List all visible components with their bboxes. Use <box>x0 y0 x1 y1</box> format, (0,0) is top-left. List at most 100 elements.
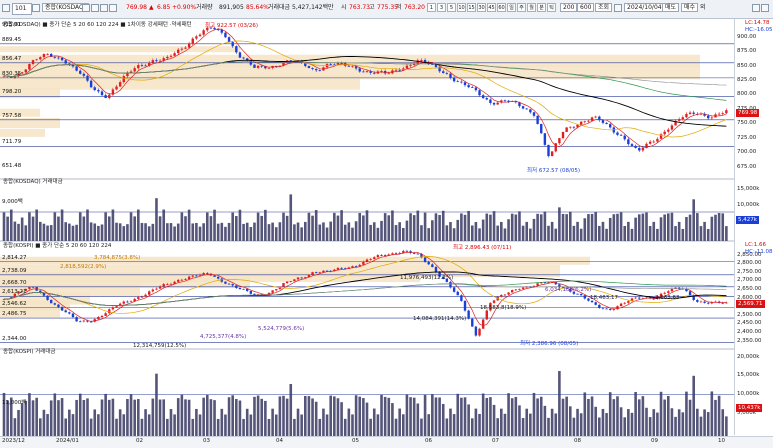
kospi-volume-bar <box>53 393 57 436</box>
period-button-11[interactable]: 분 <box>537 3 546 12</box>
kospi-candle <box>481 319 485 329</box>
period-button-7[interactable]: 60 <box>497 3 506 12</box>
kospi-volume-bar <box>496 418 499 436</box>
period-button-6[interactable]: 45 <box>487 3 496 12</box>
date-input[interactable]: 2024/10/04 <box>624 3 665 13</box>
net-label: 외 <box>700 4 706 11</box>
settings-icon[interactable] <box>752 3 770 13</box>
kosdaq-candle <box>590 117 594 121</box>
kosdaq-candle <box>554 143 557 152</box>
kospi-candle <box>224 281 227 284</box>
kosdaq-volume-bar <box>616 213 619 241</box>
period-buttons[interactable]: 1 3 5 10 15 30 45 60 일 주 월 분 틱 <box>427 3 557 13</box>
kosdaq-candle <box>423 60 427 63</box>
period-button-5[interactable]: 30 <box>477 3 486 12</box>
kospi-candle <box>144 294 147 297</box>
toolbar-buttons[interactable] <box>82 3 118 13</box>
kosdaq-candle <box>227 37 231 43</box>
kospi-candle <box>158 286 162 289</box>
query-button[interactable]: 조회 <box>595 3 613 13</box>
kospi-volume-bar <box>463 397 467 436</box>
kospi-volume-bar <box>663 399 666 436</box>
period-button-8[interactable]: 일 <box>507 3 516 12</box>
kosdaq-candle <box>213 27 216 30</box>
kosdaq-volume-bar <box>75 224 78 241</box>
kosdaq-candle <box>460 81 463 83</box>
kosdaq-candle <box>115 86 118 90</box>
kosdaq-volume-bar <box>187 209 191 241</box>
kosdaq-volume-bar <box>383 213 387 241</box>
kospi-candle <box>202 273 205 275</box>
kosdaq-candle <box>351 66 354 68</box>
period-button-10[interactable]: 월 <box>527 3 536 12</box>
kosdaq-candle <box>354 66 358 69</box>
kospi-volume-bar <box>2 392 6 436</box>
kosdaq-candle <box>703 113 706 116</box>
kospi-candle <box>489 302 492 311</box>
kospi-volume-bar <box>550 408 554 436</box>
period-button-12[interactable]: 틱 <box>547 3 556 12</box>
kosdaq-candle <box>529 109 532 113</box>
kosdaq-volume-bar <box>42 223 46 241</box>
kospi-volume-bar <box>42 409 46 436</box>
kosdaq-volume-bar <box>235 216 238 241</box>
kospi-volume-bar <box>601 408 605 436</box>
kospi-candle <box>554 282 557 285</box>
kosdaq-candle <box>97 90 100 92</box>
kospi-volume-bar <box>492 404 496 436</box>
kospi-candle <box>652 298 655 300</box>
period-button-4[interactable]: 15 <box>467 3 476 12</box>
kospi-volume-bar <box>598 417 601 436</box>
kosdaq-candle <box>82 73 86 76</box>
kosdaq-candle <box>663 131 666 135</box>
kosdaq-candle <box>358 68 361 72</box>
calendar-icon[interactable] <box>614 3 623 13</box>
kospi-candle <box>206 273 209 274</box>
kospi-candle <box>151 289 155 292</box>
kosdaq-volume-bar <box>253 222 256 241</box>
kosdaq-volume-bar <box>706 228 710 241</box>
search-icon[interactable] <box>2 3 11 13</box>
kosdaq-candle <box>572 126 576 128</box>
kosdaq-candle <box>133 68 136 72</box>
kospi-candle <box>703 301 706 303</box>
kosdaq-candle <box>412 63 416 66</box>
kosdaq-candle <box>362 71 365 73</box>
kospi-volume-bar <box>579 413 583 436</box>
kospi-volume-bar <box>343 418 347 436</box>
kosdaq-candle <box>692 112 695 114</box>
sell-button[interactable]: 매도 <box>662 3 680 13</box>
buy-button[interactable]: 매수 <box>681 3 699 13</box>
dropdown-icon[interactable] <box>32 3 41 13</box>
stock-code-input[interactable]: 101 <box>12 3 32 15</box>
kospi-volume-bar <box>452 414 456 436</box>
period-button-9[interactable]: 주 <box>517 3 526 12</box>
kosdaq-candle <box>452 77 456 82</box>
kosdaq-volume-bar <box>362 215 365 241</box>
kosdaq-volume-bar <box>354 221 358 241</box>
chart-area[interactable] <box>0 19 734 436</box>
kosdaq-candle <box>198 34 202 37</box>
period-button-3[interactable]: 10 <box>457 3 466 12</box>
kospi-candle <box>24 288 27 291</box>
period-button-2[interactable]: 5 <box>447 3 456 12</box>
kosdaq-volume-bar <box>129 212 133 241</box>
kosdaq-volume-bar <box>260 215 264 241</box>
kospi-volume-bar <box>151 398 155 436</box>
kosdaq-volume-bar <box>470 225 474 241</box>
period-button-0[interactable]: 1 <box>427 3 436 12</box>
kosdaq-volume-bar <box>209 216 213 241</box>
kosdaq-candle <box>209 27 213 29</box>
kosdaq-ma20-line <box>3 40 727 138</box>
kosdaq-volume-bar <box>249 227 253 241</box>
kosdaq-candle <box>674 120 677 126</box>
kosdaq-candle <box>420 60 423 61</box>
kosdaq-candle <box>645 143 648 149</box>
kosdaq-volume-bar <box>572 225 576 241</box>
kosdaq-volume-bar <box>184 216 187 241</box>
period-button-1[interactable]: 3 <box>437 3 446 12</box>
kospi-candle <box>460 295 463 301</box>
count-input[interactable]: 200 <box>560 3 578 13</box>
kospi-volume-bar <box>31 400 35 436</box>
kospi-candle <box>333 269 336 272</box>
